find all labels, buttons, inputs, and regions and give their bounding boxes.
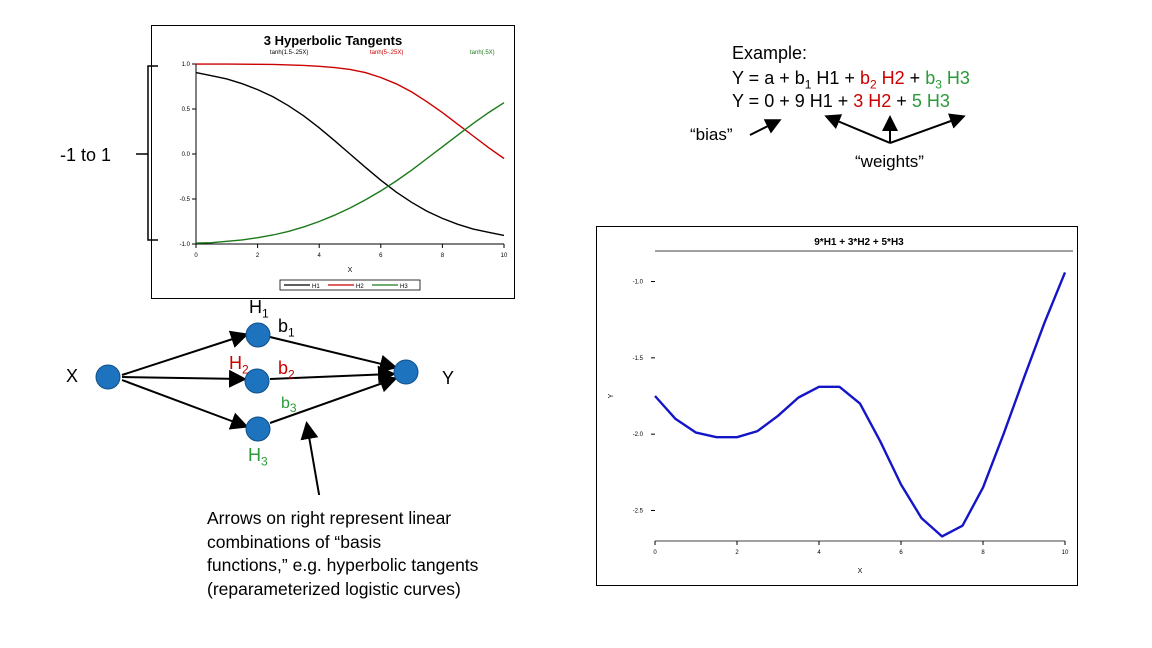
h3-label: H3: [248, 445, 268, 469]
x-tick-label: 2: [256, 253, 260, 259]
combined-curve: [654, 271, 1067, 538]
node-x-label: X: [66, 366, 79, 386]
bias-label: “bias”: [690, 125, 733, 144]
explanation-note: Arrows on right represent linear combina…: [207, 507, 478, 601]
general-equation: Y = a + b1 H1 + b2 H2 + b3 H3: [732, 68, 970, 92]
y-tick-label: -1.5: [633, 356, 644, 362]
y-axis-label: Y: [608, 393, 615, 398]
node-x: [95, 364, 121, 390]
x-tick-label: 10: [1062, 550, 1069, 556]
note-line: functions,” e.g. hyperbolic tangents: [207, 555, 479, 575]
series-line-3: [195, 102, 505, 244]
y-tick-label: -1.0: [633, 280, 644, 286]
y-tick-label: -1.0: [180, 242, 191, 248]
x-tick-label: 0: [194, 253, 198, 259]
node-y: [393, 359, 419, 385]
y-tick-label: 1.0: [182, 62, 191, 68]
h2-label: H2: [229, 353, 249, 377]
x-tick-label: 4: [817, 550, 821, 556]
chart1-legend-top: tanh(1.5-.25X) tanh(5-.25X) tanh(.5X): [270, 50, 495, 56]
b1-label: b1: [278, 316, 295, 340]
legend-box-label: H2: [356, 284, 364, 290]
series-line-2: [196, 63, 505, 160]
x-axis-label: X: [348, 267, 353, 274]
chart2-svg: 9*H1 + 3*H2 + 5*H3 -1.0 -1.5 -2.0 -2.5 0 2 4 6 8…: [608, 237, 1073, 575]
chart1-lines: [195, 63, 505, 244]
x-tick-label: 6: [379, 253, 383, 259]
range-bracket: [136, 65, 158, 241]
x-tick-label: 8: [981, 550, 985, 556]
legend-box-label: H3: [400, 284, 408, 290]
network-edges: [121, 330, 398, 495]
legend-top-entry: tanh(.5X): [470, 50, 495, 56]
example-heading: Example:: [732, 43, 808, 63]
y-tick-label: 0.0: [182, 152, 191, 158]
y-tick-label: -0.5: [180, 197, 191, 203]
combined-function-chart: 9*H1 + 3*H2 + 5*H3 -1.0 -1.5 -2.0 -2.5 0 2 4 6 8…: [596, 226, 1078, 586]
legend-top-entry: tanh(5-.25X): [370, 50, 403, 56]
chart1-title: 3 Hyperbolic Tangents: [264, 33, 402, 48]
x-tick-label: 8: [441, 253, 445, 259]
y-tick-label: 0.5: [182, 107, 191, 113]
node-y-label: Y: [442, 368, 455, 388]
weights-label: “weights”: [855, 152, 924, 171]
node-h2: [244, 368, 270, 394]
b2-label: b2: [278, 358, 295, 382]
x-tick-label: 2: [735, 550, 739, 556]
note-line: Arrows on right represent linear: [207, 508, 452, 528]
network-diagram: [95, 322, 419, 495]
note-line: (reparameterized logistic curves): [207, 578, 461, 599]
chart2-title: 9*H1 + 3*H2 + 5*H3: [814, 237, 904, 248]
chart1-legend-box: H1 H2 H3: [279, 279, 421, 291]
x-tick-label: 0: [653, 550, 657, 556]
h1-label: H1: [249, 297, 269, 321]
chart2-axes: -1.0 -1.5 -2.0 -2.5 0 2 4 6 8 10 X Y: [608, 250, 1073, 575]
legend-top-entry: tanh(1.5-.25X): [270, 50, 308, 56]
legend-box-frame: [279, 279, 421, 291]
numeric-equation: Y = 0 + 9 H1 + 3 H2 + 5 H3: [732, 91, 950, 111]
legend-box-label: H1: [312, 284, 320, 290]
x-tick-label: 10: [501, 253, 508, 259]
x-axis-label: X: [858, 568, 863, 575]
range-label: -1 to 1: [60, 145, 112, 165]
chart1-axes: -1.0 -0.5 0.0 0.5 1.0 0 2 4 6 8 10 X: [180, 62, 508, 274]
x-tick-label: 6: [899, 550, 903, 556]
x-tick-label: 4: [318, 253, 322, 259]
chart1-svg: 3 Hyperbolic Tangents tanh(1.5-.25X) tanh…: [180, 33, 508, 291]
chart2-lines: [654, 271, 1067, 538]
y-tick-label: -2.0: [633, 432, 644, 438]
node-h3: [245, 416, 271, 442]
y-tick-label: -2.5: [633, 508, 644, 514]
equation-arrows: [749, 113, 966, 144]
b3-label: b3: [281, 395, 297, 416]
series-line-1: [195, 71, 505, 237]
hyperbolic-tangents-chart: 3 Hyperbolic Tangents tanh(1.5-.25X) tanh…: [151, 25, 515, 299]
node-h1: [245, 322, 271, 348]
note-line: combinations of “basis: [207, 531, 382, 552]
